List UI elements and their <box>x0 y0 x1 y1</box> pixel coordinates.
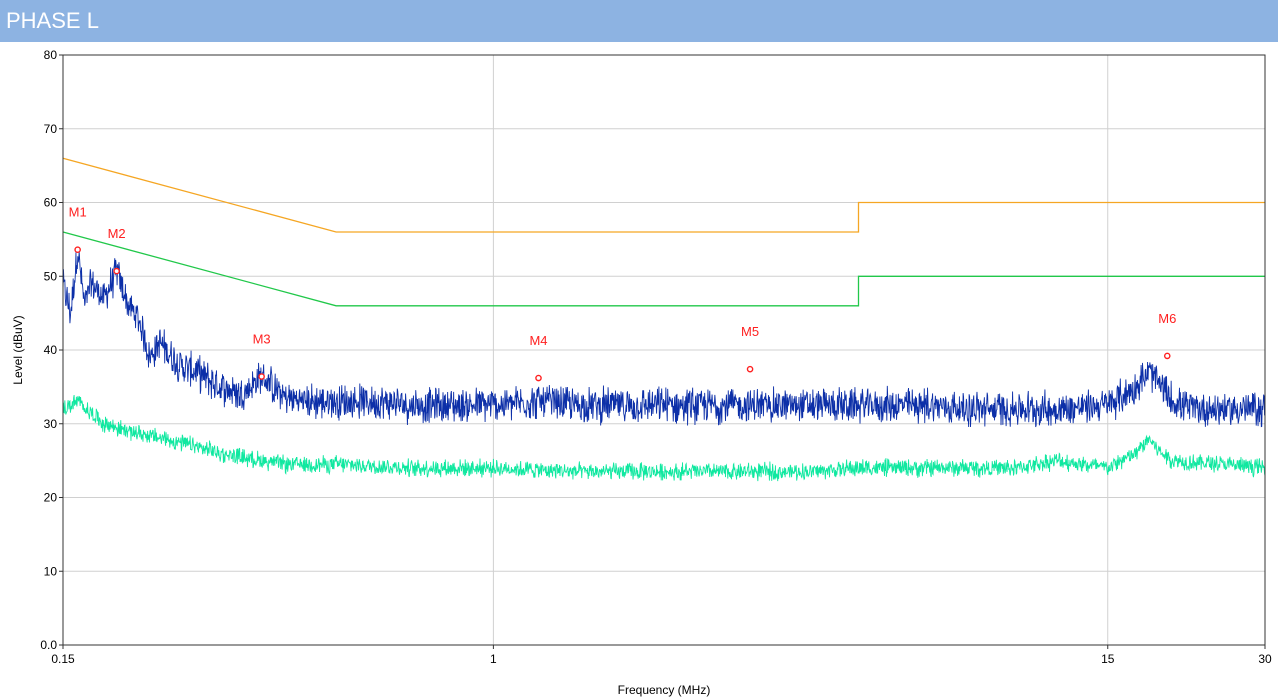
x-axis-title: Frequency (MHz) <box>618 683 711 697</box>
marker-point <box>74 246 81 253</box>
marker-label: M3 <box>253 332 271 347</box>
phase-title: PHASE L <box>6 8 99 33</box>
measurement-trace <box>62 394 1266 482</box>
marker-label: M6 <box>1158 311 1176 326</box>
grid-layer <box>59 54 1266 649</box>
y-tick-label: 10 <box>44 564 58 578</box>
y-tick-label: 70 <box>44 122 58 136</box>
marker-point <box>113 267 120 275</box>
tick-labels: 0.0 10 20 30 40 50 60 70 80 0.15 1 15 30 <box>40 48 1272 666</box>
marker-point <box>535 374 542 382</box>
marker-label: M2 <box>108 226 126 241</box>
y-tick-label: 80 <box>44 48 58 62</box>
limit-lines <box>62 157 1265 307</box>
x-tick-label: 15 <box>1101 652 1115 666</box>
marker-point <box>258 373 265 380</box>
marker-point <box>746 365 754 373</box>
marker-label: M5 <box>741 324 759 339</box>
x-tick-label: 0.15 <box>51 652 75 666</box>
limit-line <box>62 231 1265 307</box>
y-tick-label: 20 <box>44 491 58 505</box>
phase-header: PHASE L <box>0 0 1278 42</box>
y-tick-label: 50 <box>44 269 58 283</box>
measurement-trace <box>62 251 1266 428</box>
marker-label: M4 <box>529 333 547 348</box>
y-tick-label: 0.0 <box>40 638 57 652</box>
marker-label: M1 <box>69 205 87 220</box>
y-tick-label: 40 <box>44 343 58 357</box>
y-axis-title: Level (dBuV) <box>11 315 25 384</box>
marker-point <box>1163 352 1171 360</box>
x-tick-label: 30 <box>1258 652 1272 666</box>
plot-frame <box>62 54 1266 646</box>
limit-line <box>62 157 1265 233</box>
measurement-traces <box>62 251 1266 482</box>
y-tick-label: 30 <box>44 417 58 431</box>
y-tick-label: 60 <box>44 196 58 210</box>
marker-layer: M1 M2 M3 M4 M5 M6 <box>69 205 1176 382</box>
x-tick-label: 1 <box>490 652 497 666</box>
